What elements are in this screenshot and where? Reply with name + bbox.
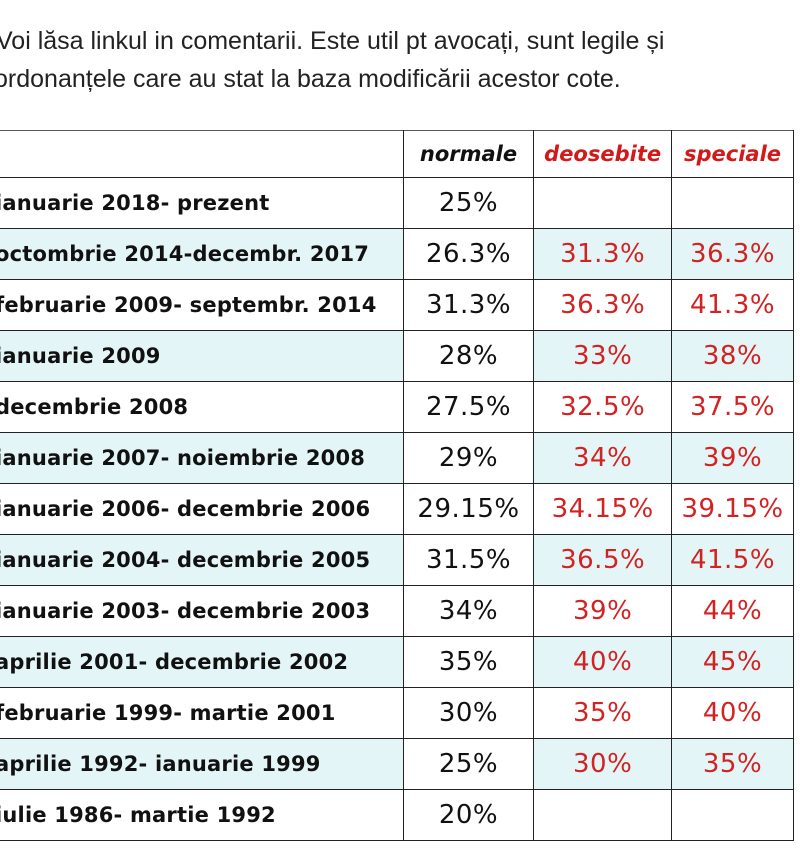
normale-cell: 20% — [402, 789, 535, 841]
normale-cell: 29% — [402, 432, 535, 484]
deosebite-cell: 39% — [533, 585, 673, 637]
speciale-cell: 44% — [671, 585, 794, 637]
table-header-row: normale deosebite speciale — [0, 130, 794, 178]
normale-cell: 25% — [402, 738, 535, 790]
speciale-cell — [671, 177, 794, 229]
deosebite-cell: 36.5% — [533, 534, 673, 586]
deosebite-cell — [533, 789, 673, 841]
speciale-cell — [671, 789, 794, 841]
table-row: ianuarie 2007- noiembrie 2008 29% 34% 39… — [0, 432, 794, 484]
period-cell: octombrie 2014-decembr. 2017 — [0, 228, 404, 280]
period-cell: decembrie 2008 — [0, 381, 404, 433]
speciale-cell: 37.5% — [671, 381, 794, 433]
period-cell: ianuarie 2006- decembrie 2006 — [0, 483, 404, 535]
table-row: februarie 1999- martie 2001 30% 35% 40% — [0, 687, 794, 739]
period-cell: ianuarie 2009 — [0, 330, 404, 382]
normale-cell: 27.5% — [402, 381, 535, 433]
speciale-cell: 35% — [671, 738, 794, 790]
intro-text: Voi lăsa linkul in comentarii. Este util… — [0, 22, 800, 98]
speciale-cell: 40% — [671, 687, 794, 739]
speciale-cell: 45% — [671, 636, 794, 688]
contribution-rates-table: normale deosebite speciale ianuarie 2018… — [0, 130, 794, 841]
deosebite-cell: 40% — [533, 636, 673, 688]
normale-cell: 28% — [402, 330, 535, 382]
table-row: ianuarie 2009 28% 33% 38% — [0, 330, 794, 382]
period-cell: aprilie 2001- decembrie 2002 — [0, 636, 404, 688]
table-row: ianuarie 2003- decembrie 2003 34% 39% 44… — [0, 585, 794, 637]
table-row: octombrie 2014-decembr. 2017 26.3% 31.3%… — [0, 228, 794, 280]
table-row: ianuarie 2004- decembrie 2005 31.5% 36.5… — [0, 534, 794, 586]
deosebite-cell — [533, 177, 673, 229]
deosebite-cell: 30% — [533, 738, 673, 790]
normale-cell: 31.5% — [402, 534, 535, 586]
table-row: ianuarie 2018- prezent 25% — [0, 177, 794, 229]
intro-line-1: Voi lăsa linkul in comentarii. Este util… — [0, 27, 665, 55]
table-row: decembrie 2008 27.5% 32.5% 37.5% — [0, 381, 794, 433]
period-cell: ianuarie 2004- decembrie 2005 — [0, 534, 404, 586]
table-row: februarie 2009- septembr. 2014 31.3% 36.… — [0, 279, 794, 331]
speciale-cell: 39% — [671, 432, 794, 484]
period-cell: aprilie 1992- ianuarie 1999 — [0, 738, 404, 790]
period-cell: ianuarie 2007- noiembrie 2008 — [0, 432, 404, 484]
speciale-cell: 39.15% — [671, 483, 794, 535]
period-cell: februarie 2009- septembr. 2014 — [0, 279, 404, 331]
period-cell: iulie 1986- martie 1992 — [0, 789, 404, 841]
normale-cell: 35% — [402, 636, 535, 688]
normale-cell: 34% — [402, 585, 535, 637]
deosebite-cell: 34% — [533, 432, 673, 484]
normale-cell: 29.15% — [402, 483, 535, 535]
header-speciale: speciale — [671, 130, 794, 178]
normale-cell: 26.3% — [402, 228, 535, 280]
deosebite-cell: 35% — [533, 687, 673, 739]
table-row: ianuarie 2006- decembrie 2006 29.15% 34.… — [0, 483, 794, 535]
deosebite-cell: 31.3% — [533, 228, 673, 280]
normale-cell: 31.3% — [402, 279, 535, 331]
speciale-cell: 41.3% — [671, 279, 794, 331]
header-normale: normale — [402, 130, 535, 178]
speciale-cell: 36.3% — [671, 228, 794, 280]
period-cell: ianuarie 2018- prezent — [0, 177, 404, 229]
deosebite-cell: 33% — [533, 330, 673, 382]
table-row: aprilie 1992- ianuarie 1999 25% 30% 35% — [0, 738, 794, 790]
deosebite-cell: 34.15% — [533, 483, 673, 535]
deosebite-cell: 32.5% — [533, 381, 673, 433]
deosebite-cell: 36.3% — [533, 279, 673, 331]
table-row: iulie 1986- martie 1992 20% — [0, 789, 794, 841]
speciale-cell: 38% — [671, 330, 794, 382]
normale-cell: 25% — [402, 177, 535, 229]
header-deosebite: deosebite — [533, 130, 673, 178]
normale-cell: 30% — [402, 687, 535, 739]
intro-line-2: ordonanțele care au stat la baza modific… — [0, 65, 621, 93]
period-cell: februarie 1999- martie 2001 — [0, 687, 404, 739]
period-cell: ianuarie 2003- decembrie 2003 — [0, 585, 404, 637]
header-period — [0, 130, 404, 178]
table-row: aprilie 2001- decembrie 2002 35% 40% 45% — [0, 636, 794, 688]
speciale-cell: 41.5% — [671, 534, 794, 586]
